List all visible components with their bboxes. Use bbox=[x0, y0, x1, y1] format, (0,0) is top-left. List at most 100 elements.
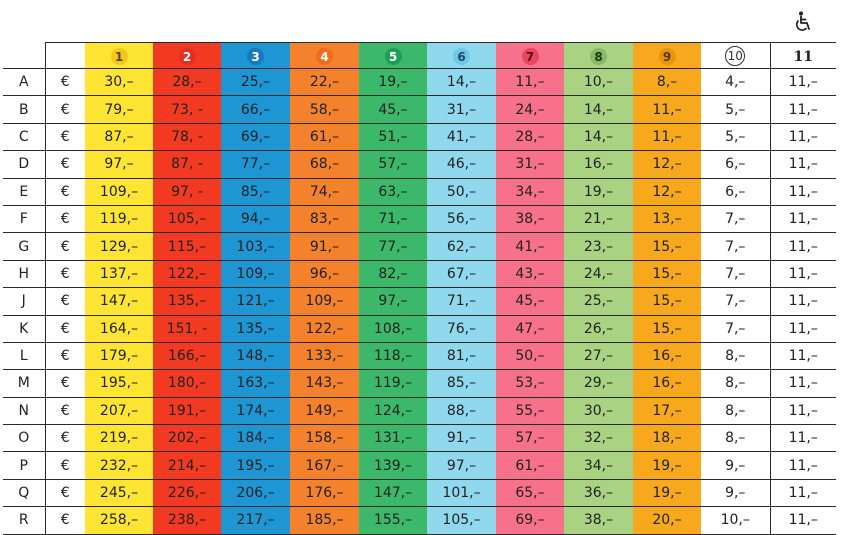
price-cell: 56,– bbox=[427, 205, 496, 234]
price-cell: 16,– bbox=[633, 342, 701, 371]
price-cell: 34,– bbox=[496, 178, 564, 206]
currency-cell: € bbox=[44, 424, 85, 453]
row-label: J bbox=[3, 287, 45, 316]
column-number-row: 1 2 3 4 5 6 7 8 9 10 11 bbox=[3, 42, 836, 69]
price-cell: 9,– bbox=[701, 479, 770, 508]
price-cell: 53,– bbox=[496, 369, 564, 398]
category-badge-7: 7 bbox=[521, 48, 539, 66]
price-cell: 206,– bbox=[221, 479, 290, 508]
price-cell: 214,– bbox=[153, 451, 221, 480]
row-label: B bbox=[3, 95, 45, 124]
price-cell: 11,– bbox=[769, 205, 836, 234]
table-row: F €119,– 105,– 94,– 83,– 71,– 56,– 38,– 21,– 13,–… bbox=[3, 205, 836, 234]
table-row: Q €245,– 226,– 206,– 176,– 147,– 101,– 65,– 36,–… bbox=[3, 479, 836, 508]
category-badge-3: 3 bbox=[247, 48, 264, 66]
price-cell: 28,– bbox=[153, 68, 221, 97]
price-cell: 14,– bbox=[564, 123, 633, 152]
row-label: C bbox=[3, 123, 45, 152]
price-cell: 7,– bbox=[701, 205, 770, 234]
row-label: D bbox=[3, 150, 45, 179]
price-cell: 133,– bbox=[290, 342, 359, 371]
table-row: E €109,– 97, -85,– 74,– 63,– 50,– 34,– 19,– 12,–… bbox=[3, 178, 836, 206]
price-cell: 61,– bbox=[496, 451, 564, 480]
price-cell: 47,– bbox=[496, 315, 564, 343]
currency-cell: € bbox=[44, 232, 85, 261]
currency-header-cell bbox=[44, 42, 85, 69]
table-row: P €232,– 214,– 195,– 167,– 139,– 97,– 61,– 34,– 1… bbox=[3, 451, 836, 480]
price-cell: 31,– bbox=[427, 95, 496, 124]
price-cell: 147,– bbox=[359, 479, 427, 508]
price-cell: 195,– bbox=[221, 451, 290, 480]
price-cell: 6,– bbox=[701, 178, 770, 206]
price-cell: 103,– bbox=[221, 232, 290, 261]
category-badge-6: 6 bbox=[453, 48, 470, 66]
price-cell: 87, - bbox=[153, 150, 221, 179]
wheelchair-category-number: 11 bbox=[793, 49, 813, 65]
currency-cell: € bbox=[44, 205, 85, 234]
price-cell: 131,– bbox=[359, 424, 427, 453]
price-cell: 119,– bbox=[85, 205, 153, 234]
price-cell: 94,– bbox=[221, 205, 290, 234]
price-cell: 91,– bbox=[290, 232, 359, 261]
price-cell: 96,– bbox=[290, 260, 359, 289]
price-cell: 24,– bbox=[564, 260, 633, 289]
price-cell: 34,– bbox=[564, 451, 633, 480]
table-row: M €195,– 180,– 163,– 143,– 119,– 85,– 53,– 29,– 1… bbox=[3, 369, 836, 398]
price-cell: 31,– bbox=[496, 150, 564, 179]
column-header-3: 3 bbox=[221, 42, 290, 69]
price-cell: 245,– bbox=[85, 479, 153, 508]
row-label: R bbox=[3, 506, 45, 535]
column-header-4: 4 bbox=[290, 42, 359, 69]
price-cell: 13,– bbox=[633, 205, 701, 234]
price-cell: 21,– bbox=[564, 205, 633, 234]
price-cell: 62,– bbox=[427, 232, 496, 261]
row-label: G bbox=[3, 232, 45, 261]
price-cell: 163,– bbox=[221, 369, 290, 398]
price-cell: 167,– bbox=[290, 451, 359, 480]
price-cell: 15,– bbox=[633, 232, 701, 261]
price-cell: 97,– bbox=[359, 287, 427, 316]
price-cell: 109,– bbox=[85, 178, 153, 206]
price-table: 1 2 3 4 5 6 7 8 9 10 11 A €30,– 28,– 25,– 22,– 19,– 14,–… bbox=[3, 0, 836, 535]
price-cell: 63,– bbox=[359, 178, 427, 206]
price-cell: 11,– bbox=[769, 315, 836, 343]
price-cell: 38,– bbox=[564, 506, 633, 535]
price-cell: 11,– bbox=[769, 287, 836, 316]
price-cell: 81,– bbox=[427, 342, 496, 371]
price-cell: 79,– bbox=[85, 95, 153, 124]
currency-cell: € bbox=[44, 178, 85, 206]
price-cell: 11,– bbox=[769, 506, 836, 535]
price-cell: 68,– bbox=[290, 150, 359, 179]
price-cell: 11,– bbox=[633, 123, 701, 152]
row-label: E bbox=[3, 178, 45, 206]
price-cell: 14,– bbox=[564, 95, 633, 124]
price-cell: 15,– bbox=[633, 287, 701, 316]
category-badge-10: 10 bbox=[725, 46, 746, 66]
price-cell: 5,– bbox=[701, 123, 770, 152]
row-label: H bbox=[3, 260, 45, 289]
price-cell: 6,– bbox=[701, 150, 770, 179]
price-cell: 74,– bbox=[290, 178, 359, 206]
price-cell: 14,– bbox=[427, 68, 496, 97]
currency-cell: € bbox=[44, 260, 85, 289]
price-cell: 118,– bbox=[359, 342, 427, 371]
price-cell: 151, - bbox=[153, 315, 221, 343]
currency-cell: € bbox=[44, 315, 85, 343]
row-label: K bbox=[3, 315, 45, 343]
price-cell: 10,– bbox=[564, 68, 633, 97]
price-cell: 38,– bbox=[496, 205, 564, 234]
price-cell: 109,– bbox=[290, 287, 359, 316]
price-cell: 226,– bbox=[153, 479, 221, 508]
price-cell: 148,– bbox=[221, 342, 290, 371]
table-row: H €137,– 122,– 109,– 96,– 82,– 67,– 43,– 24,– 15,… bbox=[3, 260, 836, 289]
price-cell: 43,– bbox=[496, 260, 564, 289]
price-cell: 15,– bbox=[633, 260, 701, 289]
currency-cell: € bbox=[44, 369, 85, 398]
price-cell: 164,– bbox=[85, 315, 153, 343]
price-cell: 11,– bbox=[496, 68, 564, 97]
price-cell: 185,– bbox=[290, 506, 359, 535]
price-cell: 83,– bbox=[290, 205, 359, 234]
price-cell: 4,– bbox=[701, 68, 770, 97]
price-cell: 12,– bbox=[633, 150, 701, 179]
price-cell: 97, - bbox=[153, 178, 221, 206]
